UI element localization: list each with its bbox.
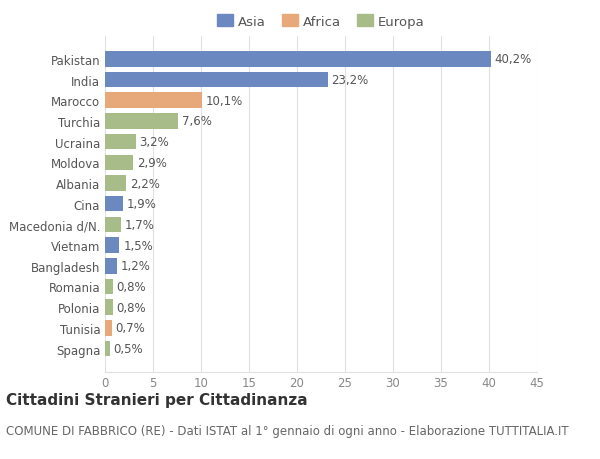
Text: 1,9%: 1,9% [127, 198, 157, 211]
Text: 0,5%: 0,5% [113, 342, 143, 355]
Text: 1,2%: 1,2% [121, 260, 150, 273]
Text: Cittadini Stranieri per Cittadinanza: Cittadini Stranieri per Cittadinanza [6, 392, 308, 408]
Text: 1,5%: 1,5% [123, 239, 153, 252]
Bar [105, 217, 121, 233]
Text: 2,2%: 2,2% [130, 177, 160, 190]
Text: 2,9%: 2,9% [137, 157, 167, 169]
Bar [105, 93, 202, 109]
Text: 0,8%: 0,8% [116, 301, 146, 314]
Bar [105, 114, 178, 129]
Text: 0,8%: 0,8% [116, 280, 146, 293]
Bar [105, 196, 123, 212]
Text: 40,2%: 40,2% [495, 53, 532, 66]
Bar [105, 155, 133, 171]
Bar [105, 238, 119, 253]
Bar [105, 52, 491, 67]
Bar [105, 320, 112, 336]
Bar [105, 176, 126, 191]
Text: 7,6%: 7,6% [182, 115, 212, 128]
Bar [105, 279, 113, 295]
Text: COMUNE DI FABBRICO (RE) - Dati ISTAT al 1° gennaio di ogni anno - Elaborazione T: COMUNE DI FABBRICO (RE) - Dati ISTAT al … [6, 425, 569, 437]
Text: 10,1%: 10,1% [206, 95, 243, 107]
Bar [105, 341, 110, 357]
Text: 23,2%: 23,2% [332, 74, 369, 87]
Text: 3,2%: 3,2% [140, 136, 169, 149]
Bar [105, 300, 113, 315]
Legend: Asia, Africa, Europa: Asia, Africa, Europa [212, 10, 430, 34]
Bar [105, 73, 328, 88]
Text: 0,7%: 0,7% [116, 322, 145, 335]
Bar [105, 134, 136, 150]
Text: 1,7%: 1,7% [125, 218, 155, 231]
Bar [105, 258, 116, 274]
